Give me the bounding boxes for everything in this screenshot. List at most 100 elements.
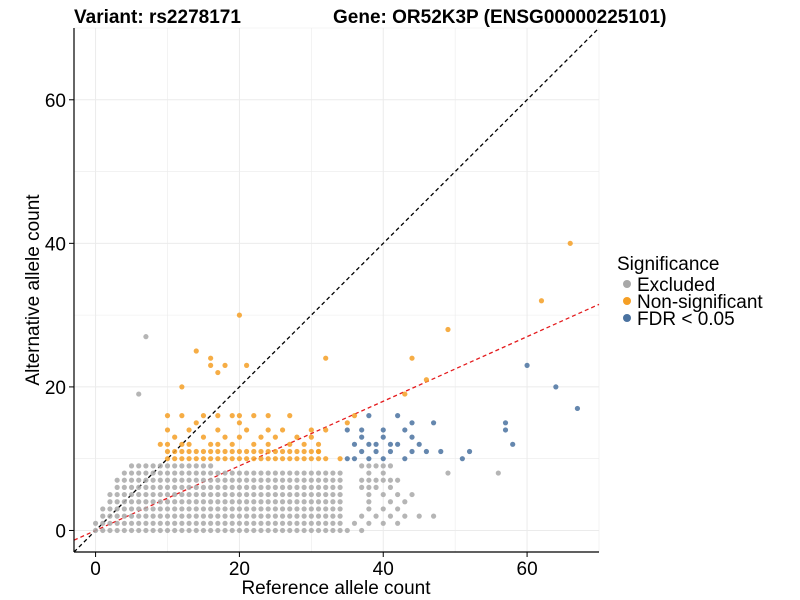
point-excluded: [200, 527, 207, 534]
point-excluded: [121, 506, 127, 512]
point-non-significant: [344, 420, 350, 426]
point-excluded: [337, 527, 343, 534]
point-excluded: [279, 527, 286, 534]
point-excluded: [337, 491, 343, 498]
point-non-significant: [179, 413, 185, 419]
point-fdr-0-05: [359, 427, 365, 433]
point-non-significant: [208, 362, 214, 368]
point-excluded: [366, 520, 372, 526]
point-excluded: [208, 506, 214, 512]
point-non-significant: [179, 441, 185, 447]
point-excluded: [193, 477, 199, 483]
point-excluded: [222, 527, 228, 534]
point-non-significant: [244, 362, 250, 368]
point-excluded: [265, 513, 271, 519]
point-excluded: [172, 527, 178, 534]
point-fdr-0-05: [409, 448, 415, 455]
point-excluded: [272, 477, 278, 483]
x-tick-label: 20: [229, 559, 250, 580]
point-excluded: [222, 520, 228, 526]
point-non-significant: [323, 456, 329, 462]
point-non-significant: [179, 456, 185, 462]
point-non-significant: [251, 441, 257, 447]
point-excluded: [172, 513, 178, 519]
point-excluded: [143, 484, 149, 490]
point-non-significant: [236, 434, 243, 440]
point-non-significant: [308, 456, 314, 462]
point-excluded: [387, 513, 394, 519]
point-excluded: [294, 470, 300, 476]
point-excluded: [215, 499, 221, 505]
point-excluded: [179, 491, 185, 498]
point-excluded: [150, 470, 156, 476]
point-excluded: [294, 513, 300, 519]
point-excluded: [344, 527, 350, 534]
point-non-significant: [172, 456, 178, 462]
point-excluded: [186, 513, 192, 519]
point-excluded: [315, 470, 322, 476]
point-excluded: [222, 470, 228, 476]
point-excluded: [308, 513, 314, 519]
point-excluded: [157, 484, 163, 490]
point-non-significant: [244, 427, 250, 433]
point-fdr-0-05: [366, 441, 372, 447]
point-non-significant: [200, 413, 207, 419]
point-excluded: [121, 477, 127, 483]
point-excluded: [107, 499, 113, 505]
point-fdr-0-05: [466, 448, 473, 455]
point-excluded: [222, 506, 228, 512]
point-excluded: [143, 470, 149, 476]
point-fdr-0-05: [502, 427, 509, 433]
point-excluded: [229, 470, 235, 476]
point-non-significant: [179, 384, 185, 390]
point-non-significant: [215, 427, 221, 433]
point-excluded: [279, 477, 286, 483]
point-non-significant: [272, 456, 278, 462]
point-non-significant: [157, 441, 163, 447]
point-non-significant: [236, 448, 243, 455]
point-excluded: [128, 477, 135, 483]
point-excluded: [301, 470, 307, 476]
point-non-significant: [279, 448, 286, 455]
point-excluded: [136, 499, 142, 505]
point-fdr-0-05: [380, 427, 386, 433]
point-excluded: [215, 513, 221, 519]
point-excluded: [208, 463, 214, 469]
point-excluded: [236, 491, 243, 498]
point-excluded: [100, 513, 106, 519]
point-excluded: [272, 470, 278, 476]
point-excluded: [143, 499, 149, 505]
point-non-significant: [164, 448, 171, 455]
point-excluded: [136, 391, 142, 397]
point-excluded: [172, 463, 178, 469]
point-excluded: [92, 527, 99, 534]
point-fdr-0-05: [351, 456, 358, 462]
point-excluded: [200, 506, 207, 512]
point-excluded: [193, 527, 199, 534]
point-non-significant: [215, 448, 221, 455]
point-excluded: [265, 470, 271, 476]
point-excluded: [186, 484, 192, 490]
point-excluded: [359, 513, 365, 519]
point-non-significant: [208, 441, 214, 447]
reference-lines: [73, 27, 600, 553]
point-excluded: [150, 477, 156, 483]
point-fdr-0-05: [366, 413, 372, 419]
point-excluded: [157, 527, 163, 534]
y-tick-label: 20: [45, 378, 66, 399]
point-excluded: [265, 477, 271, 483]
point-excluded: [164, 499, 171, 505]
point-excluded: [128, 520, 135, 526]
point-excluded: [308, 470, 314, 476]
point-fdr-0-05: [395, 413, 401, 419]
point-non-significant: [265, 413, 271, 419]
point-non-significant: [186, 427, 192, 433]
point-excluded: [136, 520, 142, 526]
point-excluded: [229, 499, 235, 505]
point-excluded: [157, 520, 163, 526]
point-excluded: [287, 520, 293, 526]
point-excluded: [208, 499, 214, 505]
x-tick-label: 0: [90, 559, 101, 580]
point-excluded: [265, 520, 271, 526]
point-excluded: [164, 463, 171, 469]
